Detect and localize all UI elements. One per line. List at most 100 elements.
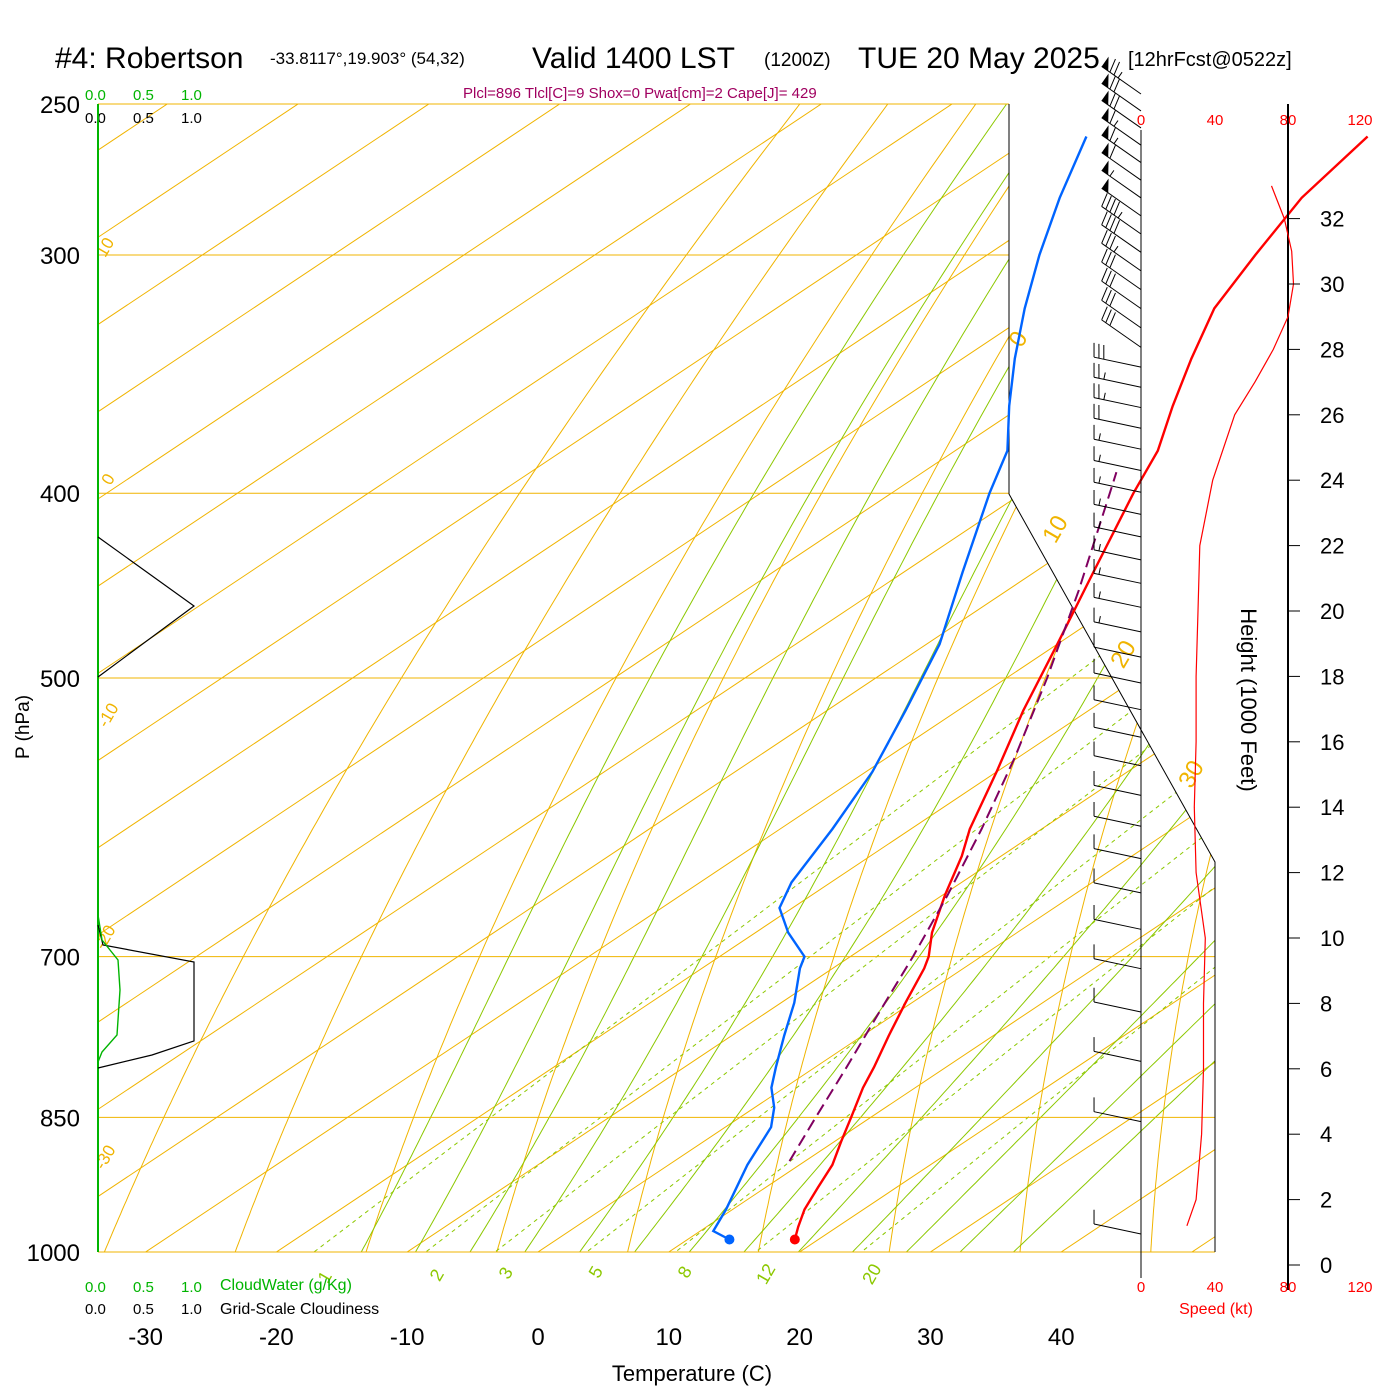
moist-adiabats [334,104,1215,1252]
cloudiness-label: Grid-Scale Cloudiness [220,1301,379,1318]
wind-barb [1093,1097,1142,1123]
isotherm-line [1204,104,1215,1252]
temperature-tick-label: 20 [786,1324,813,1351]
isotherms [98,104,1215,1252]
cloudwater-tick-bot-1: 0.5 [133,1279,154,1296]
speed-tick-top-0: 0 [1137,112,1145,129]
isotherm-line [98,104,1215,1252]
wind-barb [1093,559,1142,584]
isotherm-line [98,104,1215,1252]
wind-barb [1093,834,1142,860]
wind-barb [1093,944,1142,970]
cloudiness-tick-top-2: 1.0 [181,110,202,127]
zulu-time: (1200Z) [764,50,831,71]
height-tick-label: 18 [1320,664,1344,689]
wind-barb [1101,248,1142,291]
wind-barb [1093,535,1142,561]
wind-barb [1093,987,1142,1013]
moist-adiabat-line [386,104,1080,1252]
isotherm-label: -30 [91,1142,120,1173]
stability-indices: Plcl=896 Tlcl[C]=9 Shox=0 Pwat[cm]=2 Cap… [463,85,817,102]
temperature-tick-label: 0 [531,1324,544,1351]
wind-barb [1093,801,1142,827]
mixing-ratio-label: 3 [495,1264,517,1283]
mixing-ratio-line [614,492,1215,1252]
plot-frame [1008,104,1216,1252]
mixing-ratio-line [432,492,1215,1252]
isotherm-line [98,104,1215,1252]
isotherm-line [98,104,1215,1252]
moist-adiabat-line [648,104,1215,1252]
wind-barb [1101,286,1142,329]
wind-barb [1093,1037,1142,1062]
moist-adiabat-line [753,104,1215,1252]
temperature-tick-label: 10 [655,1324,682,1351]
moist-adiabat-line [491,104,1192,1252]
isotherm-line [98,104,1215,1252]
wind-barb [1101,142,1142,181]
height-axis-title: Height (1000 Feet) [1236,608,1261,791]
wind-barb [1093,868,1142,894]
isotherm-line [98,104,576,1252]
isotherm-label: 10 [1037,511,1074,548]
wind-barb [1101,193,1142,235]
cloudwater-label: CloudWater (g/Kg) [220,1277,352,1294]
isotherm-line [98,104,968,1252]
wind-barb [1101,56,1142,95]
moist-adiabat-line [962,104,1215,1252]
cloud-panel: 0.0 0.5 1.0 0.0 0.5 1.0 0.0 0.5 1.0 Clou… [85,87,379,1318]
height-tick-label: 4 [1320,1122,1332,1147]
isotherm-label: 30 [1173,756,1210,793]
wind-barb [1093,342,1142,368]
cloudwater-tick-top-0: 0.0 [85,87,106,104]
wind-barb [1093,403,1142,429]
wind-barb [1093,658,1142,684]
wind-barb [1093,712,1142,738]
isotherm-line [98,104,1099,1252]
pressure-tick-label: 300 [40,243,80,270]
wind-barb [1101,107,1142,146]
cloudiness-tick-bot-2: 1.0 [181,1301,202,1318]
wind-barb [1093,467,1142,493]
pressure-tick-label: 850 [40,1105,80,1132]
mixing-ratio-line [801,492,1215,1252]
wind-barb [1093,607,1142,633]
height-tick-label: 2 [1320,1188,1332,1213]
speed-tick-bot-0: 0 [1137,1279,1145,1296]
height-tick-label: 22 [1320,534,1344,559]
station-title: #4: Robertson [55,42,243,75]
mixing-ratio-label: 2 [426,1266,448,1285]
cloudiness-profile-lower [97,924,195,1069]
moist-adiabat-line [909,104,1215,1252]
mixing-ratio-label: 8 [674,1263,696,1282]
wind-barb [1101,90,1142,129]
dewpoint-profile [711,136,1088,1241]
wind-barb [1101,211,1142,253]
wind-barb [1101,229,1142,272]
wind-barb [1093,383,1142,409]
height-tick-label: 20 [1320,599,1344,624]
mixing-ratio-label: 5 [585,1263,607,1282]
temperature-tick-label: -30 [128,1324,163,1351]
wind-barb [1101,267,1142,310]
wind-barb [1093,446,1142,472]
height-tick-label: 32 [1320,207,1344,232]
isotherm-line [811,104,1215,1252]
pressure-tick-label: 1000 [27,1240,80,1267]
moist-adiabat-line [805,104,1215,1252]
speed-tick-bot-2: 80 [1280,1279,1297,1296]
cloudiness-tick-top-0: 0.0 [85,110,106,127]
isotherm-label: 10 [92,234,118,260]
isotherm-line [157,104,1215,1252]
sounding-series [711,135,1369,1245]
forecast-label: [12hrFcst@0522z] [1128,49,1292,71]
wind-barb [1093,1209,1142,1235]
valid-date: TUE 20 May 2025 [858,42,1100,75]
height-tick-label: 10 [1320,926,1344,951]
wind-barb [1101,125,1142,163]
cloudiness-tick-bot-1: 0.5 [133,1301,154,1318]
speed-tick-top-2: 80 [1280,112,1297,129]
wind-barb [1093,583,1142,608]
speed-axis-label: Speed (kt) [1179,1301,1253,1318]
